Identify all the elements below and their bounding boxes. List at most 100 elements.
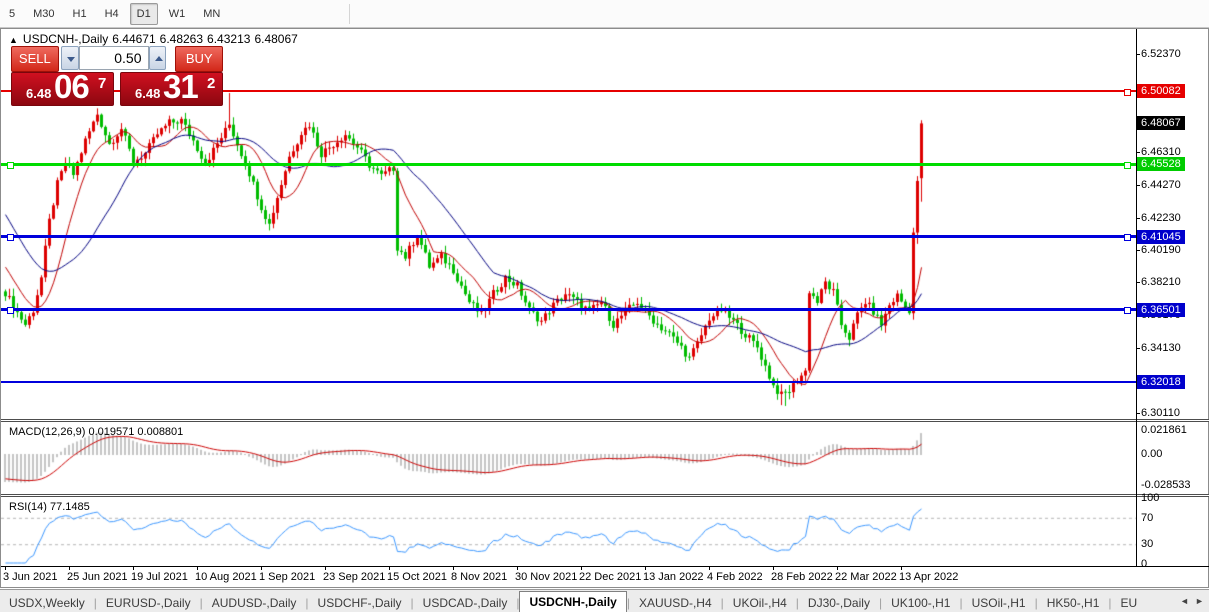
rsi-axis-label: 30 bbox=[1141, 538, 1154, 550]
date-tick-label: 13 Jan 2022 bbox=[643, 571, 704, 583]
chart-tab-usdcnh-daily[interactable]: USDCNH-,Daily bbox=[519, 591, 627, 612]
timeframe-button-w1[interactable]: W1 bbox=[168, 7, 186, 20]
horizontal-level-line[interactable] bbox=[1, 163, 1136, 166]
buy-price-big: 31 bbox=[163, 68, 199, 105]
horizontal-level-line[interactable] bbox=[1, 381, 1136, 383]
date-tick-mark bbox=[69, 567, 70, 570]
line-handle[interactable] bbox=[1124, 307, 1131, 314]
chart-tab-audusd-daily[interactable]: AUDUSD-,Daily bbox=[211, 596, 297, 610]
ohlc-low: 6.43213 bbox=[207, 32, 251, 46]
pane-divider[interactable] bbox=[1, 494, 1209, 497]
line-handle[interactable] bbox=[7, 307, 14, 314]
date-tick-label: 10 Aug 2021 bbox=[195, 571, 257, 583]
date-tick-label: 13 Apr 2022 bbox=[899, 571, 959, 583]
triangle-down-icon bbox=[66, 57, 75, 62]
line-handle[interactable] bbox=[7, 234, 14, 241]
date-tick-label: 1 Sep 2021 bbox=[259, 571, 316, 583]
sell-price-prefix: 6.48 bbox=[26, 86, 52, 101]
tab-separator: | bbox=[720, 596, 724, 610]
timeframe-button-h4[interactable]: H4 bbox=[104, 7, 119, 20]
date-tick-label: 19 Jul 2021 bbox=[131, 571, 188, 583]
date-tick-label: 4 Feb 2022 bbox=[707, 571, 763, 583]
chart-tab-usoil-h1[interactable]: USOil-,H1 bbox=[971, 596, 1026, 610]
price-tick-mark bbox=[1136, 348, 1140, 349]
tab-separator: | bbox=[959, 596, 963, 610]
line-handle[interactable] bbox=[1124, 89, 1131, 96]
line-handle[interactable] bbox=[7, 162, 14, 169]
horizontal-level-line[interactable] bbox=[1, 308, 1136, 311]
chart-title: ▲ USDCNH-,Daily 6.44671 6.48263 6.43213 6.480… bbox=[9, 32, 302, 46]
date-axis-line bbox=[1, 566, 1209, 567]
chart-tab-usdchf-daily[interactable]: USDCHF-,Daily bbox=[317, 596, 402, 610]
price-tick-mark bbox=[1136, 185, 1140, 186]
date-tick-label: 3 Jun 2021 bbox=[3, 571, 58, 583]
tab-separator: | bbox=[305, 596, 309, 610]
price-tick-label: 6.30110 bbox=[1141, 407, 1180, 419]
date-tick-label: 15 Oct 2021 bbox=[387, 571, 447, 583]
tab-separator: | bbox=[626, 596, 630, 610]
collapse-arrow-icon[interactable]: ▲ bbox=[9, 35, 18, 45]
date-tick-label: 25 Jun 2021 bbox=[67, 571, 128, 583]
price-tick-mark bbox=[1136, 54, 1140, 55]
price-tick-mark bbox=[1136, 218, 1140, 219]
tab-separator: | bbox=[1108, 596, 1112, 610]
price-tick-mark bbox=[1136, 282, 1140, 283]
chart-tab-eurusd-daily[interactable]: EURUSD-,Daily bbox=[105, 596, 191, 610]
date-tick-mark bbox=[5, 567, 6, 570]
chart-tab-ukoil-h4[interactable]: UKOil-,H4 bbox=[732, 596, 787, 610]
scroll-right-icon[interactable]: ► bbox=[1195, 596, 1204, 606]
chart-window: ▲ USDCNH-,Daily 6.44671 6.48263 6.43213 6.480… bbox=[0, 28, 1209, 589]
timeframe-button-d1[interactable]: D1 bbox=[129, 2, 158, 25]
macd-label: MACD(12,26,9) 0.019571 0.008801 bbox=[9, 426, 184, 438]
tab-scroll-arrows: ◄ ► bbox=[1177, 594, 1207, 609]
chart-tab-hk50-h1[interactable]: HK50-,H1 bbox=[1046, 596, 1100, 610]
line-handle[interactable] bbox=[1124, 234, 1131, 241]
chart-tab-usdx-weekly[interactable]: USDX,Weekly bbox=[9, 596, 85, 610]
date-tick-mark bbox=[581, 567, 582, 570]
price-tick-label: 6.38210 bbox=[1141, 276, 1181, 288]
timeframe-button-h1[interactable]: H1 bbox=[72, 7, 87, 20]
buy-button[interactable]: BUY bbox=[175, 46, 223, 72]
triangle-up-icon bbox=[154, 56, 163, 61]
sell-button[interactable]: SELL bbox=[11, 46, 59, 72]
timeframe-toolbar: 5 M30 H1 H4 D1 W1 MN bbox=[0, 0, 1209, 28]
buy-price-panel[interactable]: 6.48 31 2 bbox=[120, 68, 223, 106]
date-tick-mark bbox=[709, 567, 710, 570]
price-level-badge: 6.45528 bbox=[1137, 157, 1185, 171]
chart-tab-eu[interactable]: EU bbox=[1120, 596, 1138, 610]
volume-input[interactable] bbox=[78, 46, 149, 70]
date-tick-mark bbox=[453, 567, 454, 570]
price-level-badge: 6.32018 bbox=[1137, 375, 1185, 389]
toolbar-separator bbox=[349, 3, 351, 24]
timeframe-button-mn[interactable]: MN bbox=[203, 7, 221, 20]
scroll-left-icon[interactable]: ◄ bbox=[1180, 596, 1189, 606]
volume-decrease-button[interactable] bbox=[60, 46, 79, 70]
pane-divider[interactable] bbox=[1, 419, 1209, 422]
tab-separator: | bbox=[1034, 596, 1038, 610]
volume-increase-button[interactable] bbox=[148, 46, 167, 70]
rsi-axis-label: 70 bbox=[1141, 512, 1154, 524]
horizontal-level-line[interactable] bbox=[1, 235, 1136, 238]
rsi-label: RSI(14) 77.1485 bbox=[9, 501, 90, 513]
ohlc-close: 6.48067 bbox=[254, 32, 298, 46]
buy-price-sup: 2 bbox=[207, 75, 216, 92]
timeframe-button-m30[interactable]: M30 bbox=[33, 7, 55, 20]
horizontal-level-line[interactable] bbox=[1, 90, 1136, 92]
macd-axis-label: 0.021861 bbox=[1141, 424, 1187, 436]
date-tick-mark bbox=[325, 567, 326, 570]
tab-separator: | bbox=[878, 596, 883, 610]
line-handle[interactable] bbox=[1124, 162, 1131, 169]
chart-tab-uk100-h1[interactable]: UK100-,H1 bbox=[891, 596, 951, 610]
chart-tab-usdcad-daily[interactable]: USDCAD-,Daily bbox=[422, 596, 508, 610]
date-tick-label: 22 Mar 2022 bbox=[835, 571, 897, 583]
price-level-badge: 6.48067 bbox=[1137, 116, 1185, 130]
sell-price-panel[interactable]: 6.48 06 7 bbox=[11, 68, 114, 106]
date-tick-mark bbox=[837, 567, 838, 570]
rsi-axis-label: 100 bbox=[1141, 492, 1160, 504]
chart-tab-xauusd-h4[interactable]: XAUUSD-,H4 bbox=[638, 596, 712, 610]
chart-tab-dj30-daily[interactable]: DJ30-,Daily bbox=[807, 596, 870, 610]
date-tick-label: 22 Dec 2021 bbox=[579, 571, 642, 583]
timeframe-button-5[interactable]: 5 bbox=[9, 7, 16, 20]
price-tick-mark bbox=[1136, 413, 1140, 414]
date-tick-mark bbox=[389, 567, 390, 570]
